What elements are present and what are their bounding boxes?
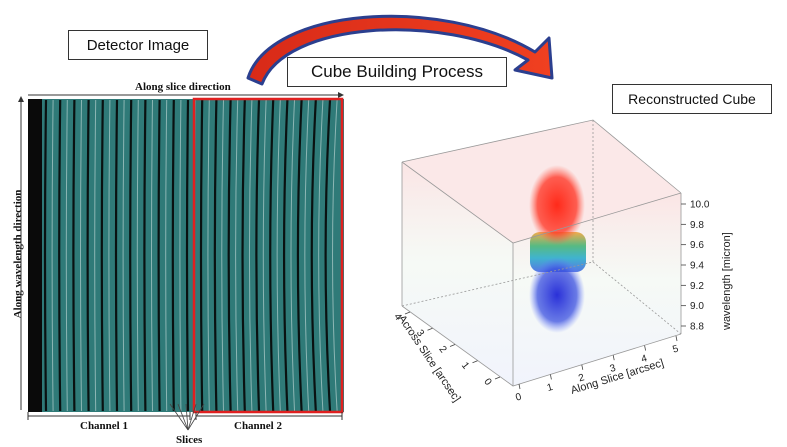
wavelength-tick-label: 9.8 bbox=[690, 220, 704, 231]
across-slice-tick-label: 2 bbox=[436, 344, 448, 356]
detector-image-label: Detector Image bbox=[68, 30, 208, 60]
across-slice-tick-label: 3 bbox=[414, 328, 426, 340]
along-slice-tick-label: 0 bbox=[514, 391, 523, 403]
reconstructed-cube-label: Reconstructed Cube bbox=[612, 84, 772, 114]
slice-stripe bbox=[143, 99, 147, 412]
slice-stripe bbox=[171, 99, 175, 412]
slice-stripe bbox=[165, 99, 168, 412]
along-slice-tick-label: 3 bbox=[609, 363, 618, 375]
channel-1-label: Channel 1 bbox=[80, 420, 128, 432]
wavelength-axis-title: wavelength [micron] bbox=[721, 232, 733, 331]
cube-building-label: Cube Building Process bbox=[287, 57, 507, 87]
slice-stripe bbox=[108, 99, 111, 412]
detector-image bbox=[28, 97, 344, 414]
slice-stripe bbox=[100, 99, 104, 412]
slice-stripe bbox=[304, 99, 310, 412]
across-slice-tick-label: 4 bbox=[391, 312, 403, 324]
across-slice-tick-label: 0 bbox=[481, 377, 493, 389]
slice-stripe bbox=[213, 99, 218, 412]
slice-stripe bbox=[221, 99, 224, 412]
slice-stripe bbox=[199, 99, 204, 412]
slice-stripe bbox=[324, 99, 332, 412]
slice-stripe bbox=[276, 99, 281, 412]
wavelength-tick-label: 8.8 bbox=[690, 322, 704, 333]
slice-stripe bbox=[58, 99, 62, 412]
slice-stripe bbox=[227, 99, 232, 412]
slice-stripe bbox=[114, 99, 119, 412]
slice-stripe bbox=[235, 99, 239, 412]
slice-stripe bbox=[80, 99, 82, 412]
slice-stripe bbox=[255, 99, 261, 412]
wavelength-tick-label: 9.0 bbox=[690, 301, 704, 312]
slice-stripe bbox=[65, 99, 68, 412]
reconstructed-cube: 10.0 9.8 9.6 9.4 9.2 9.0 8.8 wavelength [micron… bbox=[391, 119, 733, 404]
slice-stripe bbox=[241, 99, 246, 412]
channel-brackets bbox=[27, 412, 343, 420]
slice-stripe bbox=[179, 99, 182, 412]
slice-stripe bbox=[72, 99, 76, 412]
slice-stripe bbox=[296, 99, 303, 412]
wavelength-tick-label: 9.4 bbox=[690, 261, 704, 272]
slice-stripe bbox=[207, 99, 210, 412]
slice-stripe bbox=[86, 99, 90, 412]
slice-stripe bbox=[282, 99, 289, 412]
slice-stripe bbox=[318, 99, 324, 412]
wavelength-tick-label: 9.6 bbox=[690, 240, 704, 251]
wavelength-tick-label: 9.2 bbox=[690, 281, 704, 292]
slices-pointer bbox=[169, 403, 205, 431]
slice-stripe bbox=[157, 99, 161, 412]
slice-stripe bbox=[129, 99, 133, 412]
blue-emission-blob bbox=[529, 257, 585, 333]
slice-stripe bbox=[122, 99, 125, 412]
along-slice-axis-arrow bbox=[28, 92, 344, 98]
slice-stripe bbox=[185, 99, 190, 412]
slice-stripe bbox=[262, 99, 267, 412]
red-emission-blob bbox=[529, 165, 585, 245]
slice-stripe bbox=[290, 99, 295, 412]
slice-stripe bbox=[151, 99, 153, 412]
slice-stripe bbox=[43, 99, 48, 412]
slices-label: Slices bbox=[176, 434, 203, 446]
slice-stripe bbox=[94, 99, 97, 412]
wavelength-axis-arrow bbox=[18, 96, 24, 410]
along-slice-tick-label: 4 bbox=[640, 353, 649, 365]
along-slice-tick-label: 2 bbox=[577, 372, 586, 384]
wavelength-tick-label: 10.0 bbox=[690, 200, 710, 211]
slice-stripe bbox=[332, 99, 338, 412]
channel-2-highlight bbox=[192, 97, 344, 414]
across-slice-tick-label: 1 bbox=[459, 360, 471, 372]
along-slice-direction-label: Along slice direction bbox=[135, 81, 231, 93]
along-slice-tick-label: 1 bbox=[546, 382, 555, 394]
slice-stripe bbox=[51, 99, 54, 412]
slice-stripe bbox=[269, 99, 275, 412]
slice-stripe bbox=[310, 99, 317, 412]
slice-lines bbox=[43, 99, 338, 412]
process-arrow bbox=[246, 14, 554, 86]
slice-stripe bbox=[248, 99, 253, 412]
along-slice-tick-label: 5 bbox=[671, 343, 680, 355]
channel-2-label: Channel 2 bbox=[234, 420, 282, 432]
slice-stripe bbox=[136, 99, 139, 412]
